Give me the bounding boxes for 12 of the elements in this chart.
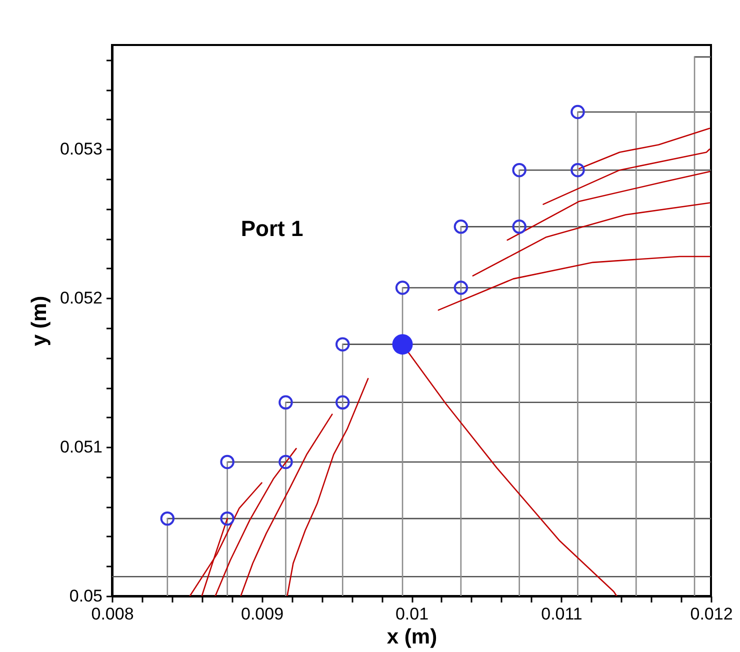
y-tick-label: 0.053: [60, 140, 102, 159]
y-tick-label: 0.051: [60, 438, 102, 457]
x-tick-label: 0.01: [395, 604, 429, 624]
x-tick-label: 0.011: [541, 604, 582, 624]
x-axis-title: x (m): [386, 626, 438, 648]
x-tick-label: 0.009: [240, 604, 284, 624]
y-tick-label: 0.052: [60, 288, 102, 308]
x-tick-label: 0.012: [690, 604, 733, 624]
x-tick-label: 0.008: [91, 604, 134, 624]
y-axis-title: y (m): [28, 296, 51, 346]
annotation: Port 1: [240, 216, 304, 241]
y-tick-label: 0.05: [69, 586, 102, 606]
